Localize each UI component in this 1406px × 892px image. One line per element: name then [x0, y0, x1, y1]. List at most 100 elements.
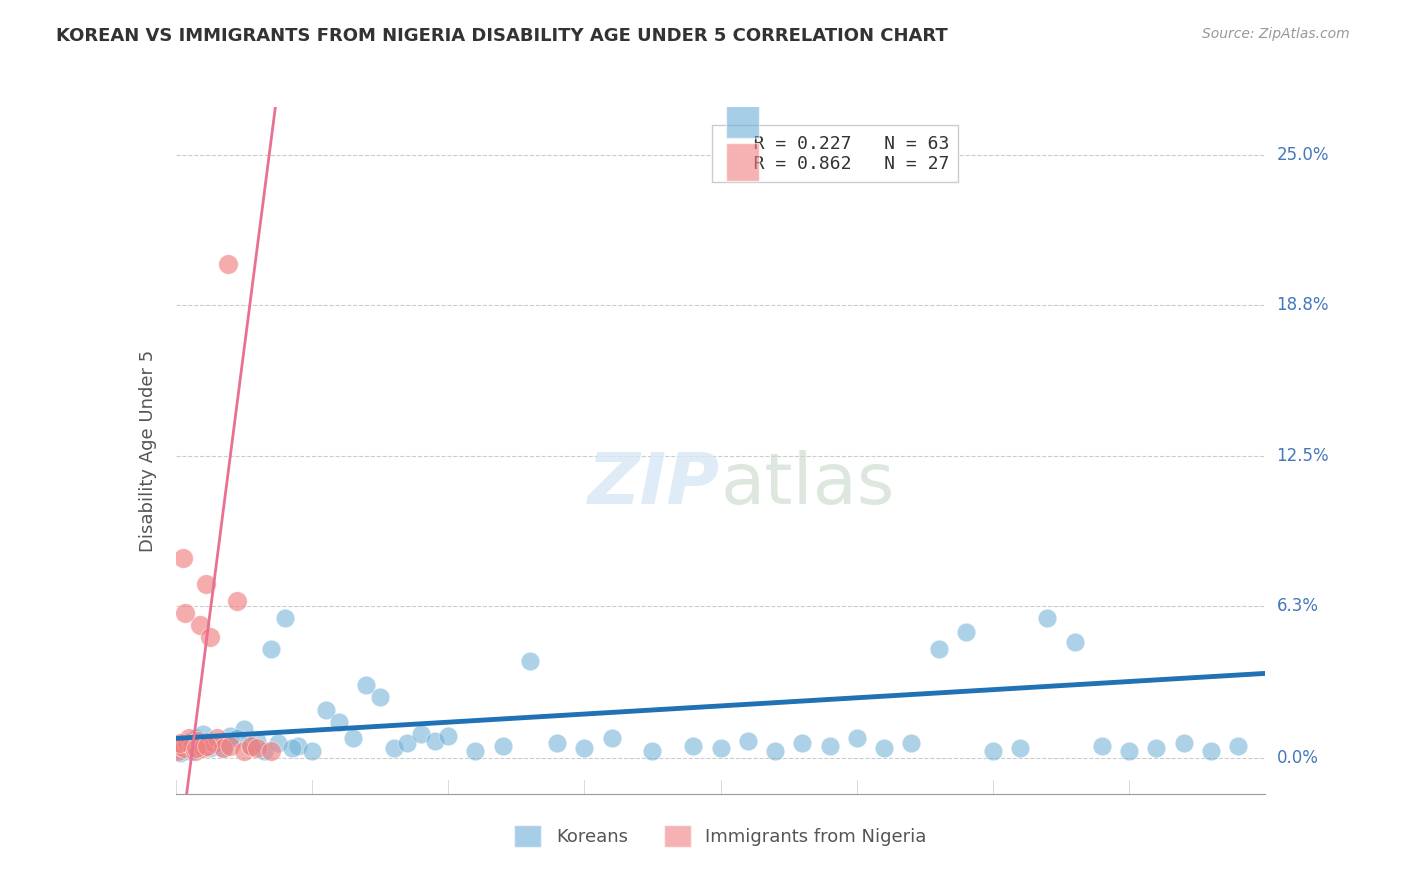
- Point: [710, 741, 733, 756]
- Text: R = 0.227   N = 63
   R = 0.862   N = 27: R = 0.227 N = 63 R = 0.862 N = 27: [721, 135, 949, 173]
- Point: [184, 743, 207, 757]
- Point: [260, 642, 283, 657]
- Point: [1146, 741, 1168, 756]
- Point: [173, 741, 195, 756]
- Point: [301, 743, 323, 757]
- Point: [169, 746, 191, 760]
- Point: [1036, 611, 1059, 625]
- Point: [981, 743, 1004, 757]
- Point: [1118, 743, 1140, 757]
- Point: [600, 731, 623, 746]
- Point: [546, 736, 568, 750]
- Point: [900, 736, 922, 750]
- Point: [260, 743, 283, 757]
- Point: [176, 736, 198, 750]
- Point: [212, 741, 235, 756]
- Point: [492, 739, 515, 753]
- Point: [1091, 739, 1114, 753]
- Point: [205, 736, 228, 750]
- Point: [191, 726, 214, 740]
- Point: [198, 741, 221, 756]
- Point: [267, 736, 290, 750]
- Point: [176, 736, 198, 750]
- Point: [396, 736, 419, 750]
- Point: [873, 741, 896, 756]
- Point: [172, 739, 194, 753]
- Text: atlas: atlas: [721, 450, 896, 519]
- Point: [792, 736, 814, 750]
- Text: 12.5%: 12.5%: [1277, 448, 1329, 466]
- Point: [186, 734, 209, 748]
- Point: [1063, 635, 1085, 649]
- Point: [763, 743, 786, 757]
- Point: [280, 741, 302, 756]
- Point: [172, 550, 194, 565]
- Point: [186, 741, 208, 756]
- Point: [328, 714, 350, 729]
- Point: [737, 734, 759, 748]
- Point: [205, 731, 228, 746]
- Point: [382, 741, 405, 756]
- Point: [818, 739, 841, 753]
- Point: [198, 630, 221, 644]
- Point: [169, 736, 191, 750]
- Point: [246, 741, 269, 756]
- Point: [574, 741, 596, 756]
- Text: KOREAN VS IMMIGRANTS FROM NIGERIA DISABILITY AGE UNDER 5 CORRELATION CHART: KOREAN VS IMMIGRANTS FROM NIGERIA DISABI…: [56, 27, 948, 45]
- FancyBboxPatch shape: [725, 100, 759, 138]
- Point: [194, 734, 217, 748]
- Point: [226, 594, 249, 608]
- Point: [928, 642, 950, 657]
- Text: Source: ZipAtlas.com: Source: ZipAtlas.com: [1202, 27, 1350, 41]
- Point: [1010, 741, 1032, 756]
- Point: [181, 739, 204, 753]
- Point: [186, 731, 208, 746]
- Text: ZIP: ZIP: [588, 450, 721, 519]
- Point: [368, 690, 391, 705]
- Point: [1173, 736, 1195, 750]
- Point: [315, 702, 337, 716]
- Point: [1227, 739, 1250, 753]
- Point: [191, 741, 214, 756]
- Point: [246, 734, 269, 748]
- Point: [194, 577, 217, 591]
- Point: [174, 606, 197, 620]
- Y-axis label: Disability Age Under 5: Disability Age Under 5: [139, 350, 157, 551]
- Point: [423, 734, 446, 748]
- Text: 0.0%: 0.0%: [1277, 748, 1319, 767]
- Point: [342, 731, 364, 746]
- Point: [217, 257, 239, 271]
- Point: [202, 736, 225, 750]
- Point: [274, 611, 297, 625]
- Point: [195, 739, 218, 753]
- Point: [179, 743, 201, 757]
- Point: [641, 743, 664, 757]
- Point: [167, 743, 190, 757]
- Point: [219, 729, 242, 743]
- Point: [437, 729, 460, 743]
- Text: 18.8%: 18.8%: [1277, 295, 1329, 314]
- Point: [845, 731, 868, 746]
- Point: [188, 739, 211, 753]
- Text: 25.0%: 25.0%: [1277, 146, 1329, 164]
- FancyBboxPatch shape: [725, 144, 759, 181]
- Point: [464, 743, 486, 757]
- Point: [955, 625, 977, 640]
- Point: [287, 739, 309, 753]
- Legend: Koreans, Immigrants from Nigeria: Koreans, Immigrants from Nigeria: [515, 824, 927, 847]
- Point: [519, 654, 541, 668]
- Point: [1199, 743, 1222, 757]
- Point: [356, 678, 378, 692]
- Point: [173, 741, 195, 756]
- Point: [232, 722, 254, 736]
- Point: [232, 743, 254, 757]
- Point: [682, 739, 704, 753]
- Point: [170, 739, 193, 753]
- Point: [409, 726, 432, 740]
- Point: [188, 618, 211, 632]
- Point: [253, 743, 276, 757]
- Point: [181, 743, 204, 757]
- Point: [219, 739, 242, 753]
- Text: 6.3%: 6.3%: [1277, 597, 1319, 615]
- Point: [239, 739, 262, 753]
